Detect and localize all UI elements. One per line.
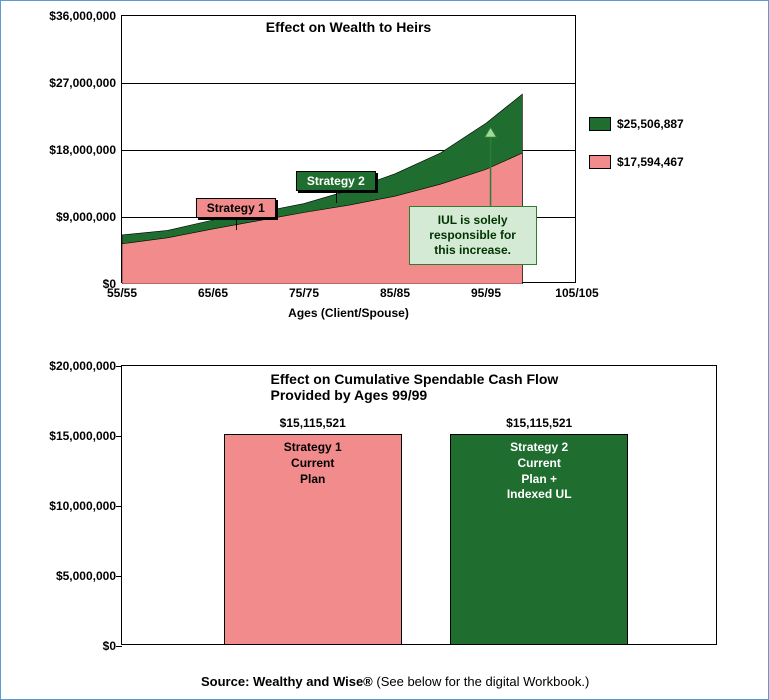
chart2-bar-value-1: $15,115,521	[280, 416, 346, 430]
chart2-ytick: $20,000,000	[49, 359, 122, 373]
source-rest: (See below for the digital Workbook.)	[373, 674, 590, 689]
figure-frame: Effect on Wealth to Heirs$0$9,000,000$18…	[0, 0, 769, 700]
chart1-xtick: 95/95	[471, 282, 501, 300]
chart1-legend-swatch-2	[589, 155, 611, 169]
cashflow-bar-chart: Effect on Cumulative Spendable Cash Flow…	[121, 365, 717, 645]
chart1-ytick: $9,000,000	[56, 210, 122, 224]
chart2-bar-label-line: Strategy 1	[233, 440, 393, 456]
chart1-ytick: $18,000,000	[49, 143, 122, 157]
chart1-xtick: 75/75	[289, 282, 319, 300]
chart2-bar-label-line: Plan	[233, 472, 393, 488]
chart2-title: Effect on Cumulative Spendable Cash Flow…	[271, 371, 568, 403]
chart1-xtick: 55/55	[107, 282, 137, 300]
chart1-legend-label-2: $17,594,467	[617, 155, 684, 169]
chart2-ytick: $5,000,000	[56, 569, 122, 583]
source-bold: Source: Wealthy and Wise®	[201, 674, 373, 689]
chart1-legend-swatch-1	[589, 117, 611, 131]
chart2-bar-label-2: Strategy 2CurrentPlan +Indexed UL	[459, 440, 619, 502]
chart2-ytick: $15,000,000	[49, 429, 122, 443]
chart2-ytick: $10,000,000	[49, 499, 122, 513]
source-line: Source: Wealthy and Wise® (See below for…	[201, 674, 589, 689]
chart2-bar-value-2: $15,115,521	[506, 416, 572, 430]
chart2-ytick-mark	[116, 366, 122, 367]
chart2-bar-label-line: Current	[233, 456, 393, 472]
chart2-ytick-mark	[116, 646, 122, 647]
chart2-ytick-mark	[116, 576, 122, 577]
chart1-arrow-svg	[122, 16, 577, 284]
chart2-bar-label-line: Plan +	[459, 472, 619, 488]
wealth-area-chart: Effect on Wealth to Heirs$0$9,000,000$18…	[121, 15, 576, 283]
chart1-legend-label-1: $25,506,887	[617, 117, 684, 131]
chart2-ytick-mark	[116, 436, 122, 437]
chart2-bar-label-line: Strategy 2	[459, 440, 619, 456]
chart1-ytick: $36,000,000	[49, 9, 122, 23]
chart1-xtick: 85/85	[380, 282, 410, 300]
chart1-ytick: $27,000,000	[49, 76, 122, 90]
chart2-bar-label-1: Strategy 1CurrentPlan	[233, 440, 393, 487]
chart2-bar-label-line: Indexed UL	[459, 487, 619, 503]
chart1-xaxis-title: Ages (Client/Spouse)	[288, 306, 409, 320]
chart1-xtick: 105/105	[555, 282, 598, 300]
chart2-ytick-mark	[116, 506, 122, 507]
chart1-xtick: 65/65	[198, 282, 228, 300]
chart2-bar-label-line: Current	[459, 456, 619, 472]
